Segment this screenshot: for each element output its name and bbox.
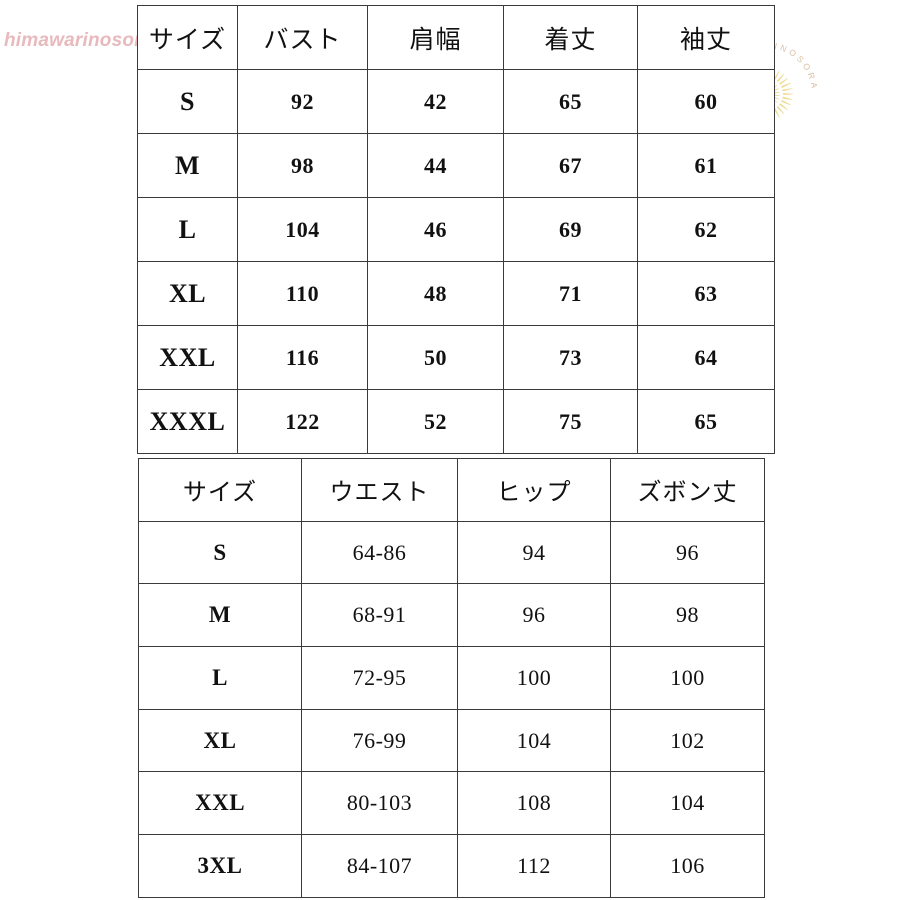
measurement-cell: 96 bbox=[457, 583, 611, 648]
measurement-cell: 67 bbox=[503, 133, 638, 198]
column-header-1: ウエスト bbox=[301, 458, 458, 522]
measurement-cell: 96 bbox=[610, 520, 765, 585]
table-row: XL 110 48 71 63 bbox=[137, 261, 775, 326]
size-label-cell: XL bbox=[138, 708, 302, 773]
column-header-2: 肩幅 bbox=[367, 5, 504, 70]
measurement-cell: 116 bbox=[237, 325, 368, 390]
measurement-cell: 65 bbox=[637, 389, 775, 454]
measurement-cell: 46 bbox=[367, 197, 504, 262]
column-header-1: バスト bbox=[237, 5, 368, 70]
measurement-cell: 92 bbox=[237, 69, 368, 134]
table-row: XXL 116 50 73 64 bbox=[137, 325, 775, 390]
lower-body-size-table: サイズ ウエスト ヒップ ズボン丈 S 64-86 94 96 M 68-91 96 98 L 72-95… bbox=[138, 458, 765, 898]
measurement-cell: 69 bbox=[503, 197, 638, 262]
size-label-cell: 3XL bbox=[138, 834, 302, 898]
measurement-cell: 75 bbox=[503, 389, 638, 454]
measurement-cell: 112 bbox=[457, 834, 611, 898]
table-header-row: サイズ バスト 肩幅 着丈 袖丈 bbox=[137, 5, 775, 70]
measurement-cell: 64 bbox=[637, 325, 775, 390]
table-row: 3XL 84-107 112 106 bbox=[138, 834, 765, 898]
measurement-cell: 76-99 bbox=[301, 708, 458, 773]
table-header-row: サイズ ウエスト ヒップ ズボン丈 bbox=[138, 458, 765, 522]
size-label-cell: M bbox=[138, 583, 302, 648]
size-label-cell: M bbox=[137, 133, 238, 198]
measurement-cell: 98 bbox=[237, 133, 368, 198]
measurement-cell: 104 bbox=[457, 708, 611, 773]
measurement-cell: 48 bbox=[367, 261, 504, 326]
measurement-cell: 62 bbox=[637, 197, 775, 262]
size-label-cell: XXL bbox=[138, 771, 302, 836]
size-label-cell: L bbox=[137, 197, 238, 262]
table-row: XL 76-99 104 102 bbox=[138, 708, 765, 773]
size-label-cell: XL bbox=[137, 261, 238, 326]
upper-body-size-table: サイズ バスト 肩幅 着丈 袖丈 S 92 42 65 60 M 98 44 67 61 L 104 46 69 62… bbox=[137, 5, 775, 454]
measurement-cell: 73 bbox=[503, 325, 638, 390]
measurement-cell: 104 bbox=[610, 771, 765, 836]
measurement-cell: 65 bbox=[503, 69, 638, 134]
measurement-cell: 80-103 bbox=[301, 771, 458, 836]
measurement-cell: 84-107 bbox=[301, 834, 458, 898]
column-header-2: ヒップ bbox=[457, 458, 611, 522]
table-row: L 72-95 100 100 bbox=[138, 646, 765, 710]
size-label-cell: S bbox=[137, 69, 238, 134]
brand-watermark-text: himawarinosora bbox=[4, 30, 153, 51]
measurement-cell: 72-95 bbox=[301, 646, 458, 710]
measurement-cell: 122 bbox=[237, 389, 368, 454]
measurement-cell: 100 bbox=[610, 646, 765, 710]
measurement-cell: 106 bbox=[610, 834, 765, 898]
measurement-cell: 52 bbox=[367, 389, 504, 454]
measurement-cell: 94 bbox=[457, 520, 611, 585]
table-row: M 68-91 96 98 bbox=[138, 583, 765, 648]
measurement-cell: 104 bbox=[237, 197, 368, 262]
measurement-cell: 60 bbox=[637, 69, 775, 134]
table-body: サイズ ウエスト ヒップ ズボン丈 S 64-86 94 96 M 68-91 96 98 L 72-95… bbox=[138, 458, 765, 898]
measurement-cell: 71 bbox=[503, 261, 638, 326]
measurement-cell: 63 bbox=[637, 261, 775, 326]
measurement-cell: 61 bbox=[637, 133, 775, 198]
table-row: S 92 42 65 60 bbox=[137, 69, 775, 134]
column-header-4: 袖丈 bbox=[637, 5, 775, 70]
table-row: M 98 44 67 61 bbox=[137, 133, 775, 198]
measurement-cell: 108 bbox=[457, 771, 611, 836]
table-row: XXL 80-103 108 104 bbox=[138, 771, 765, 836]
column-header-3: 着丈 bbox=[503, 5, 638, 70]
measurement-cell: 44 bbox=[367, 133, 504, 198]
table-row: S 64-86 94 96 bbox=[138, 520, 765, 585]
measurement-cell: 110 bbox=[237, 261, 368, 326]
size-label-cell: S bbox=[138, 520, 302, 585]
size-label-cell: L bbox=[138, 646, 302, 710]
column-header-0: サイズ bbox=[138, 458, 302, 522]
table-row: L 104 46 69 62 bbox=[137, 197, 775, 262]
column-header-3: ズボン丈 bbox=[610, 458, 765, 522]
measurement-cell: 102 bbox=[610, 708, 765, 773]
measurement-cell: 98 bbox=[610, 583, 765, 648]
table-row: XXXL 122 52 75 65 bbox=[137, 389, 775, 454]
size-label-cell: XXL bbox=[137, 325, 238, 390]
measurement-cell: 64-86 bbox=[301, 520, 458, 585]
measurement-cell: 50 bbox=[367, 325, 504, 390]
table-body: サイズ バスト 肩幅 着丈 袖丈 S 92 42 65 60 M 98 44 67 61 L 104 46 69 62… bbox=[137, 5, 775, 454]
column-header-0: サイズ bbox=[137, 5, 238, 70]
measurement-cell: 42 bbox=[367, 69, 504, 134]
measurement-cell: 68-91 bbox=[301, 583, 458, 648]
measurement-cell: 100 bbox=[457, 646, 611, 710]
size-label-cell: XXXL bbox=[137, 389, 238, 454]
